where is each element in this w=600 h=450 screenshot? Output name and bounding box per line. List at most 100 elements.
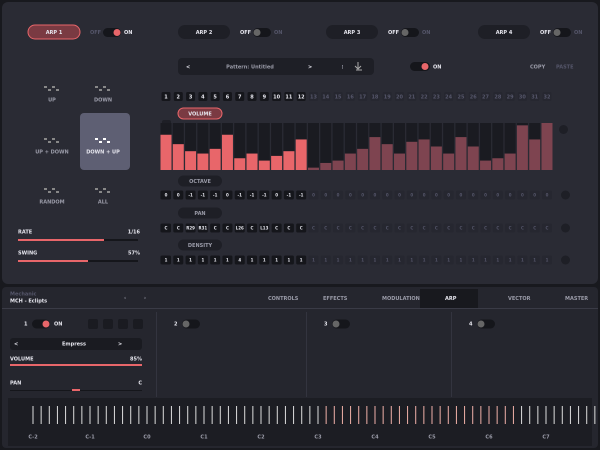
step-box[interactable] [308,92,318,101]
step-value-box[interactable] [419,223,430,233]
step-box[interactable] [481,92,491,101]
step-value-box[interactable] [296,255,307,265]
key[interactable] [341,406,343,424]
step-value-box[interactable] [431,255,442,265]
key[interactable] [301,406,303,424]
step-value-box[interactable] [419,255,430,265]
step-value-box[interactable] [468,255,479,265]
step-value-box[interactable] [210,190,221,200]
step-value-box[interactable] [173,223,184,233]
key[interactable] [512,406,514,424]
step-box[interactable] [210,92,220,101]
key[interactable] [480,406,482,424]
mode-label[interactable]: UP [48,98,56,104]
volume-bar[interactable] [430,146,442,171]
step-value-box[interactable] [161,223,171,233]
voice-button[interactable] [133,319,143,329]
step-value-box[interactable] [296,190,307,200]
reset-btn[interactable] [559,125,568,134]
volume-bar[interactable] [221,134,233,170]
pattern-next[interactable]: > [308,65,312,71]
volume-bar[interactable] [504,153,516,170]
key[interactable] [195,406,197,424]
step-value-box[interactable] [333,190,344,200]
step-value-box[interactable] [259,223,270,233]
volume-bar[interactable] [406,141,418,170]
mode-label[interactable]: RANDOM [39,200,64,206]
step-box[interactable] [259,92,269,101]
voice-preset-bar[interactable] [10,338,142,350]
step-value-box[interactable] [173,190,184,200]
step-box[interactable] [370,92,380,101]
step-value-box[interactable] [443,223,454,233]
step-value-box[interactable] [234,190,245,200]
step-box[interactable] [333,92,343,101]
key[interactable] [73,406,75,424]
volume-bar[interactable] [357,148,369,170]
step-value-box[interactable] [541,255,552,265]
step-box[interactable] [296,92,306,101]
tab[interactable]: ARP [445,296,457,302]
mode-label[interactable]: DOWN [94,98,112,104]
key[interactable] [423,406,425,424]
step-value-box[interactable] [443,190,454,200]
volume-bar[interactable] [344,153,356,170]
key[interactable] [415,406,417,424]
key[interactable] [203,406,205,424]
volume-bar[interactable] [295,139,307,170]
step-value-box[interactable] [505,190,516,200]
key[interactable] [252,406,254,424]
key[interactable] [211,406,213,424]
step-box[interactable] [431,92,441,101]
volume-bar[interactable] [467,146,479,171]
step-box[interactable] [173,92,183,101]
step-value-box[interactable] [455,255,466,265]
key[interactable] [40,406,42,424]
volume-bar[interactable] [271,155,283,170]
step-box[interactable] [382,92,392,101]
step-value-box[interactable] [161,190,171,200]
step-value-box[interactable] [320,223,331,233]
volume-bar[interactable] [197,153,209,170]
step-value-box[interactable] [197,190,208,200]
key[interactable] [146,406,148,424]
key[interactable] [122,406,124,424]
key[interactable] [569,406,571,424]
step-value-box[interactable] [443,255,454,265]
tab[interactable]: EFFECTS [323,296,348,302]
key[interactable] [32,406,34,424]
step-value-box[interactable] [468,190,479,200]
step-value-box[interactable] [468,223,479,233]
volume-bar[interactable] [258,160,270,170]
preset-prev[interactable]: ‹ [124,296,126,302]
key[interactable] [407,406,409,424]
volume-bar[interactable] [234,158,246,170]
key[interactable] [260,406,262,424]
step-value-box[interactable] [382,190,393,200]
mode-label[interactable]: DOWN + UP [86,150,120,156]
volume-bar[interactable] [418,139,430,170]
step-value-box[interactable] [431,190,442,200]
key[interactable] [105,406,107,424]
step-box[interactable] [444,92,454,101]
volume-bar[interactable] [516,125,528,170]
volume-bar[interactable] [160,134,172,170]
step-value-box[interactable] [173,255,184,265]
tab[interactable]: CONTROLS [268,296,299,302]
volume-bar[interactable] [443,153,455,170]
step-value-box[interactable] [259,255,270,265]
key[interactable] [268,406,270,424]
reset-btn[interactable] [561,223,570,233]
key[interactable] [317,406,319,424]
step-value-box[interactable] [296,223,307,233]
step-value-box[interactable] [345,255,356,265]
key[interactable] [464,406,466,424]
step-value-box[interactable] [234,223,245,233]
key[interactable] [529,406,531,424]
arp-tab[interactable] [326,25,378,39]
step-value-box[interactable] [271,223,282,233]
volume-bar[interactable] [381,144,393,170]
key[interactable] [439,406,441,424]
step-value-box[interactable] [406,223,417,233]
step-value-box[interactable] [283,190,294,200]
